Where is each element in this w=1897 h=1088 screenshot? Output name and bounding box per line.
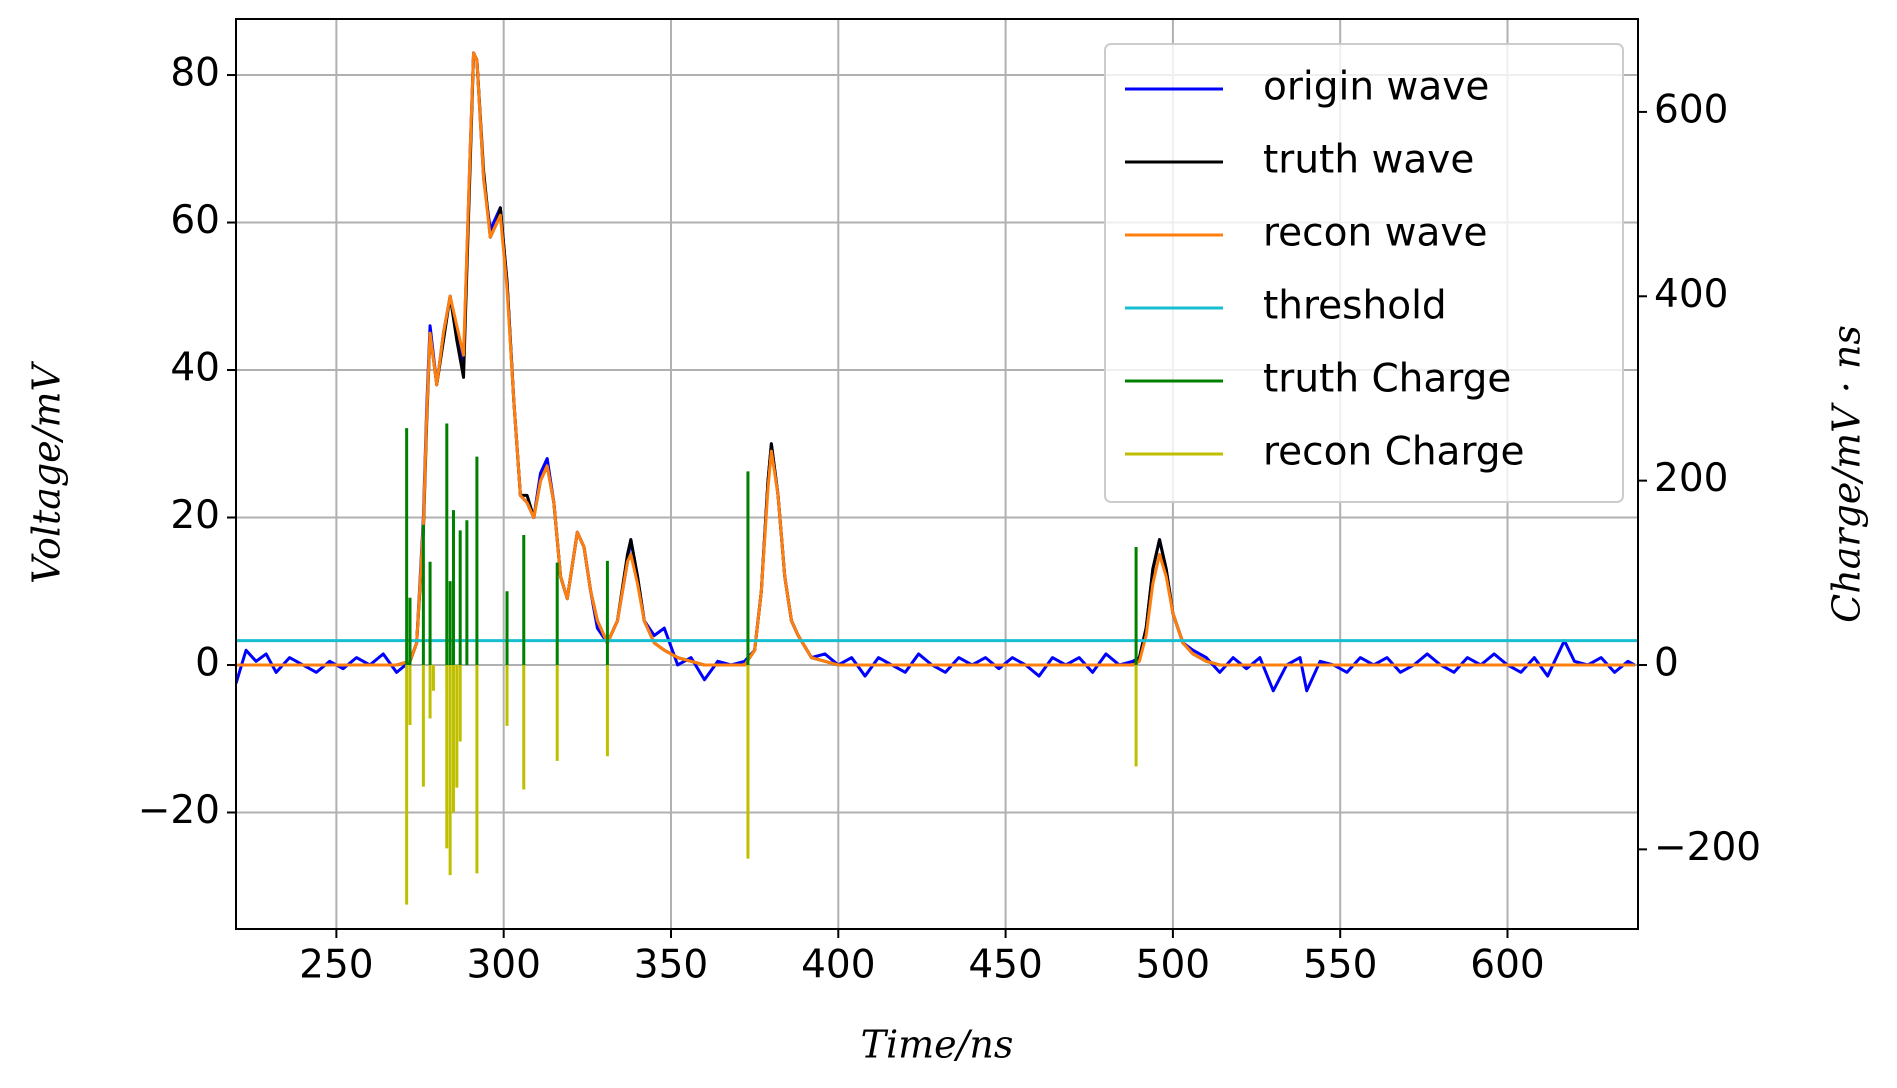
x-tick-label: 250 (299, 943, 373, 988)
legend-label: threshold (1263, 284, 1447, 329)
y-tick-label: 80 (170, 51, 220, 96)
wave-line (236, 51, 1635, 667)
legend-box (1104, 43, 1624, 503)
x-tick-label: 400 (801, 943, 875, 988)
y-tick-label: −20 (138, 788, 220, 833)
legend-label: recon wave (1263, 211, 1487, 256)
legend-label: origin wave (1263, 65, 1489, 110)
legend-label: truth wave (1263, 138, 1474, 183)
y2-tick-label: 600 (1654, 87, 1728, 132)
x-tick-label: 550 (1303, 943, 1377, 988)
y2-tick-label: 200 (1654, 456, 1728, 501)
y-axis-label: Voltage/mV (25, 360, 69, 584)
y-tick-label: 40 (170, 346, 220, 391)
y-tick-label: 0 (195, 640, 220, 685)
x-tick-label: 500 (1136, 943, 1210, 988)
y-tick-label: 60 (170, 198, 220, 243)
x-tick-label: 350 (634, 943, 708, 988)
plot-area (236, 51, 1638, 905)
x-tick-label: 600 (1470, 943, 1544, 988)
legend-label: recon Charge (1263, 430, 1525, 475)
x-tick-label: 450 (968, 943, 1042, 988)
y-tick-label: 20 (170, 493, 220, 538)
y2-axis-label: Charge/mV · ns (1825, 325, 1869, 623)
x-tick-label: 300 (466, 943, 540, 988)
legend-label: truth Charge (1263, 357, 1511, 402)
y2-tick-label: −200 (1654, 825, 1761, 870)
plot-frame (235, 18, 1639, 930)
y2-tick-label: 0 (1654, 640, 1679, 685)
x-axis-label: Time/ns (861, 1023, 1014, 1067)
y2-tick-label: 400 (1654, 272, 1728, 317)
